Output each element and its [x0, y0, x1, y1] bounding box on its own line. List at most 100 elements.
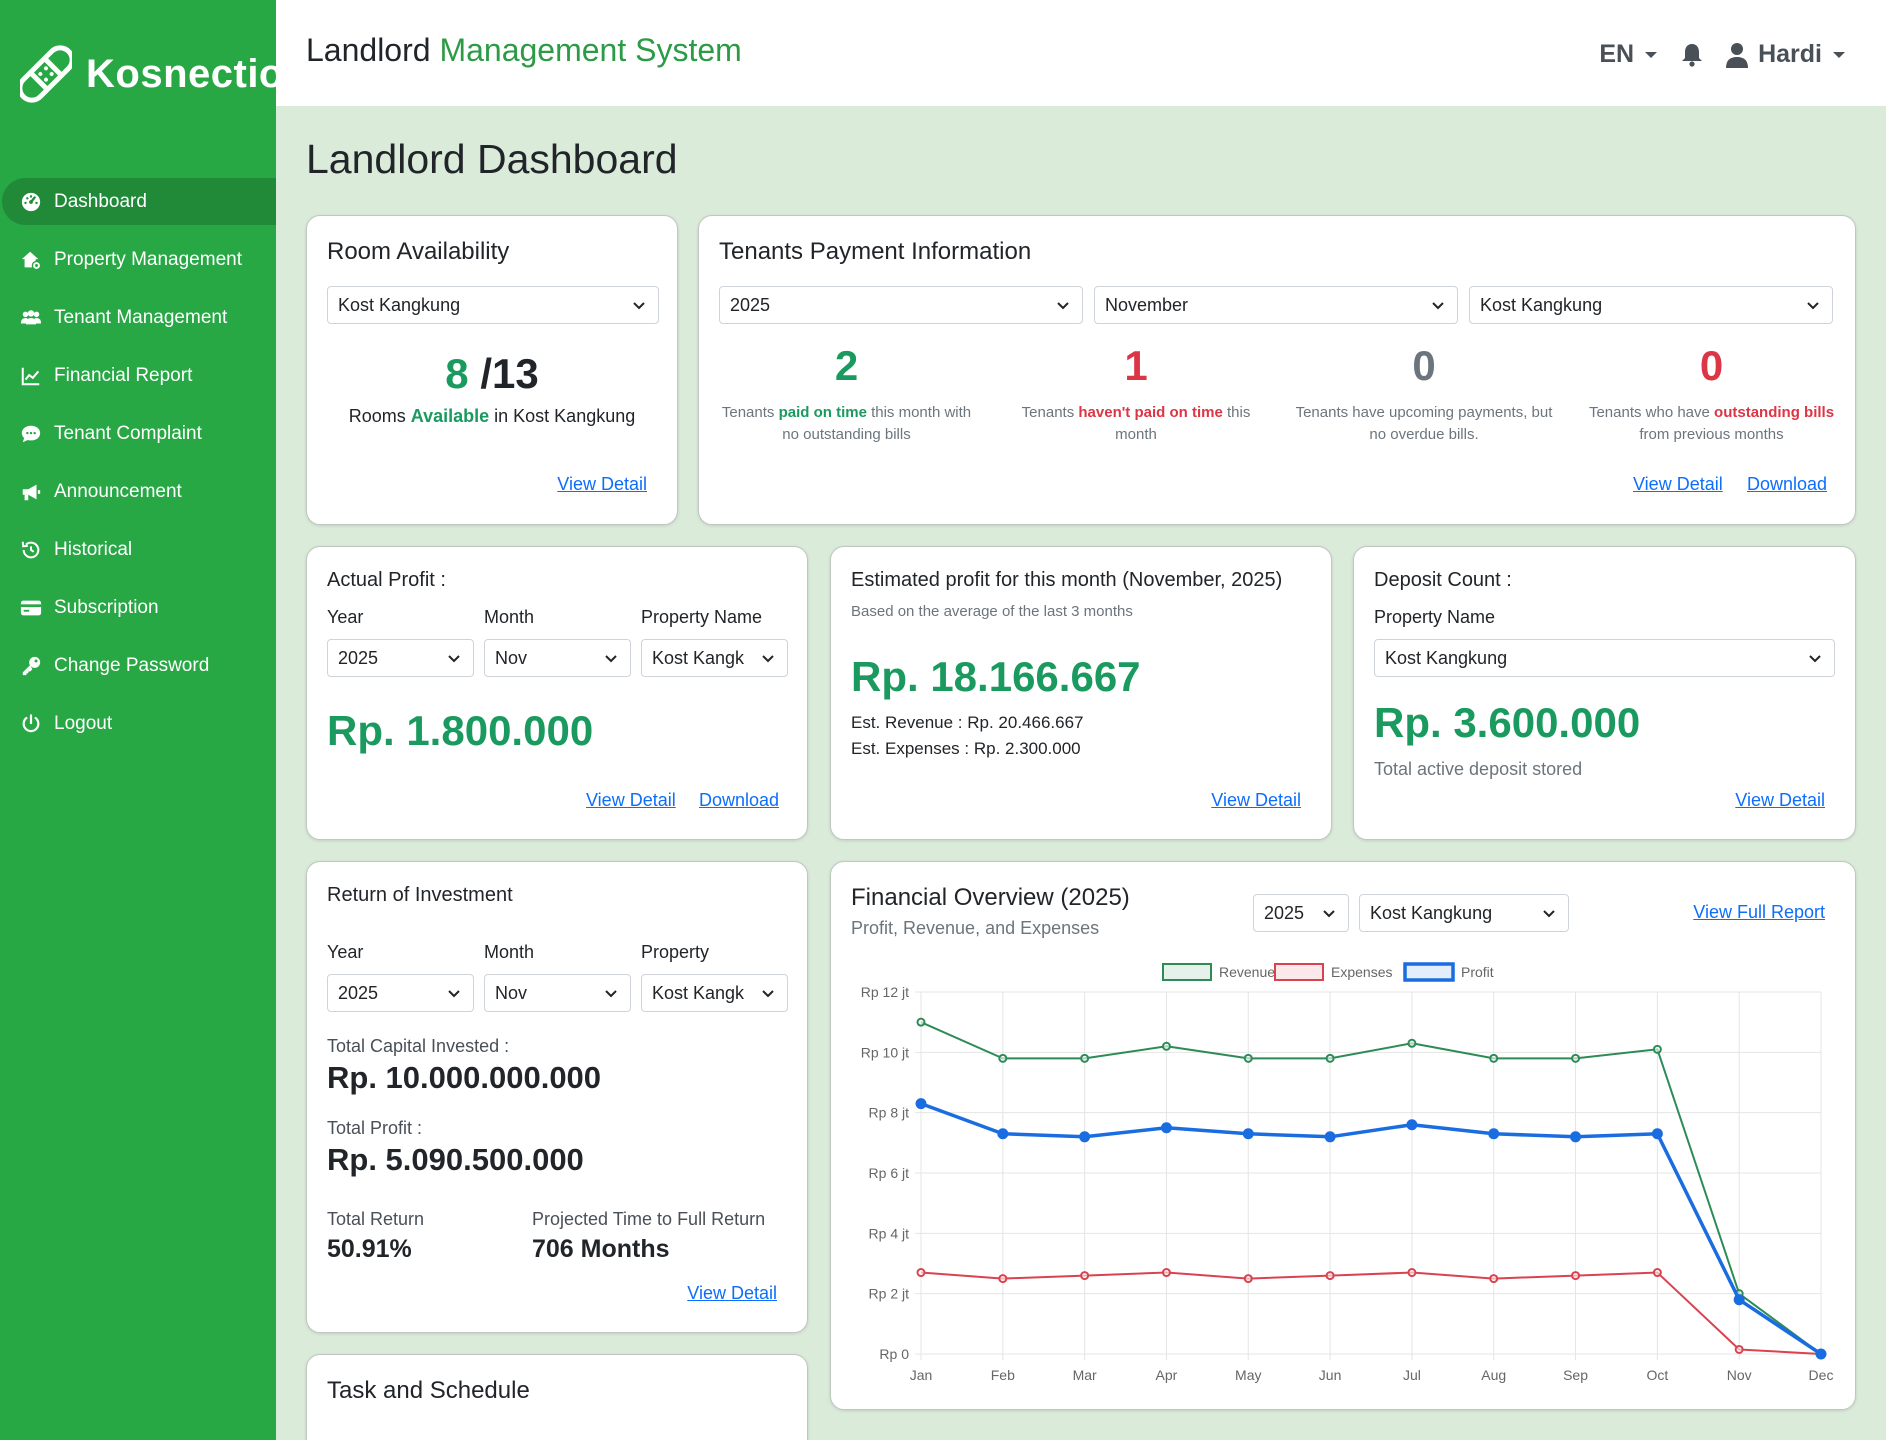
sidebar-item-dashboard[interactable]: Dashboard	[2, 178, 276, 225]
financial-overview-card: Financial Overview (2025) Profit, Revenu…	[830, 861, 1856, 1410]
view-detail-link[interactable]: View Detail	[1735, 790, 1825, 810]
history-icon	[21, 541, 40, 558]
y-tick-label: Rp 10 jt	[861, 1044, 909, 1060]
data-point-expenses	[1489, 1274, 1499, 1284]
month-label: Month	[484, 607, 535, 627]
chevron-down-icon	[633, 302, 645, 310]
data-point-revenue	[1325, 1053, 1335, 1063]
view-detail-link[interactable]: View Detail	[586, 790, 676, 810]
download-link[interactable]: Download	[699, 790, 780, 810]
year-select[interactable]: 2025	[719, 286, 1083, 324]
property-label: Property	[641, 942, 710, 962]
room-desc: Rooms Available in Kost Kangkung	[307, 406, 677, 427]
select-value: Kost Kangkung	[652, 982, 744, 1003]
series-line-revenue	[920, 1021, 1822, 1355]
data-point-profit	[1488, 1128, 1500, 1140]
y-tick-label: Rp 8 jt	[869, 1105, 910, 1121]
property-select[interactable]: Kost Kangkung	[1374, 639, 1835, 677]
key-icon	[22, 656, 41, 675]
data-point-expenses	[1407, 1268, 1417, 1278]
property-select[interactable]: Kost Kangkung	[641, 639, 788, 677]
paid-on-time-desc: Tenants paid on time this month with no …	[719, 402, 974, 446]
sidebar-item-financial-report[interactable]: Financial Report	[0, 352, 276, 399]
line-chart-icon	[21, 367, 40, 385]
credit-card-icon	[20, 600, 42, 615]
legend-swatch	[1403, 962, 1455, 982]
deposit-desc: Total active deposit stored	[1374, 759, 1583, 779]
data-point-revenue	[1080, 1053, 1090, 1063]
financial-line-chart: Rp 0 Rp 2 jt Rp 4 jt Rp 6 jt Rp 8 jt Rp 10 jt…	[861, 962, 1833, 1383]
sidebar-item-property-management[interactable]: Property Management	[0, 236, 276, 283]
property-select[interactable]: Kost Kangkung	[1359, 894, 1569, 932]
outstanding-count: 0	[1699, 342, 1724, 389]
language-dropdown[interactable]: EN	[1599, 40, 1658, 69]
select-value: Kost Kangkung	[1385, 647, 1508, 668]
month-select[interactable]: November	[1094, 286, 1458, 324]
year-select[interactable]: 2025	[327, 639, 474, 677]
chevron-down-icon	[1057, 302, 1069, 310]
data-point-expenses	[1571, 1271, 1581, 1281]
view-detail-link[interactable]: View Detail	[1211, 790, 1301, 810]
app-title: Landlord Management System	[306, 32, 742, 69]
chat-icon	[21, 425, 41, 442]
y-tick-label: Rp 12 jt	[861, 984, 909, 1000]
brand[interactable]: Kosnection	[20, 40, 309, 108]
sidebar-item-announcement[interactable]: Announcement	[0, 468, 276, 515]
data-point-expenses	[1243, 1274, 1253, 1284]
chevron-down-icon	[605, 990, 617, 998]
card-title: Return of Investment	[327, 884, 513, 906]
capital-label: Total Capital Invested :	[327, 1036, 510, 1056]
select-value: 2025	[338, 647, 379, 668]
sidebar-item-subscription[interactable]: Subscription	[0, 584, 276, 631]
sidebar-item-logout[interactable]: Logout	[0, 700, 276, 747]
projected-label: Projected Time to Full Return	[532, 1209, 766, 1229]
total-return-label: Total Return	[327, 1209, 425, 1229]
month-select[interactable]: Nov	[484, 639, 631, 677]
sidebar-item-label: Tenant Complaint	[54, 422, 202, 444]
unpaid-desc: Tenants haven't paid on time this month	[1011, 402, 1261, 446]
chevron-down-icon	[448, 655, 460, 663]
property-select[interactable]: Kost Kangkung	[641, 974, 788, 1012]
year-select[interactable]: 2025	[327, 974, 474, 1012]
bell-icon[interactable]	[1680, 42, 1704, 68]
sidebar-item-historical[interactable]: Historical	[0, 526, 276, 573]
estimated-profit-amount: Rp. 18.166.667	[851, 653, 1141, 700]
app-title-accent: Management System	[439, 32, 742, 68]
x-tick-label: Feb	[991, 1367, 1015, 1383]
capital-value: Rp. 10.000.000.000	[327, 1060, 602, 1095]
data-point-profit	[1324, 1131, 1336, 1143]
rooms-available-value: 8	[445, 350, 469, 397]
series-line-profit	[920, 1101, 1822, 1356]
sidebar-item-label: Property Management	[54, 248, 242, 270]
view-detail-link[interactable]: View Detail	[687, 1283, 777, 1303]
view-detail-link[interactable]: View Detail	[1633, 474, 1723, 494]
property-select[interactable]: Kost Kangkung	[327, 286, 659, 324]
deposit-count-card: Deposit Count : Property Name Kost Kangk…	[1353, 546, 1856, 840]
sidebar-item-tenant-management[interactable]: Tenant Management	[0, 294, 276, 341]
x-tick-label: May	[1235, 1367, 1261, 1383]
sidebar-item-change-password[interactable]: Change Password	[0, 642, 276, 689]
unpaid-count: 1	[1124, 342, 1148, 389]
brand-name: Kosnection	[86, 51, 309, 96]
legend-label: Profit	[1461, 964, 1494, 980]
sidebar-item-tenant-complaint[interactable]: Tenant Complaint	[0, 410, 276, 457]
desc-em: outstanding bills	[1714, 404, 1835, 421]
page-title: Landlord Dashboard	[306, 136, 678, 182]
desc-post: from previous months	[1639, 426, 1784, 443]
view-full-report-link[interactable]: View Full Report	[1693, 902, 1825, 922]
user-dropdown[interactable]: Hardi	[1726, 40, 1846, 69]
estimated-expenses: Est. Expenses : Rp. 2.300.000	[851, 739, 1081, 758]
data-point-revenue	[998, 1053, 1008, 1063]
download-link[interactable]: Download	[1747, 474, 1828, 494]
x-tick-label: Nov	[1727, 1367, 1752, 1383]
data-point-expenses	[998, 1274, 1008, 1284]
data-point-expenses	[1080, 1271, 1090, 1281]
x-tick-label: Jun	[1319, 1367, 1342, 1383]
property-select[interactable]: Kost Kangkung	[1469, 286, 1833, 324]
data-point-expenses	[1652, 1268, 1662, 1278]
estimated-profit-card: Estimated profit for this month (Novembe…	[830, 546, 1332, 840]
view-detail-link[interactable]: View Detail	[557, 474, 647, 494]
year-select[interactable]: 2025	[1253, 894, 1349, 932]
data-point-profit	[1570, 1131, 1582, 1143]
month-select[interactable]: Nov	[484, 974, 631, 1012]
